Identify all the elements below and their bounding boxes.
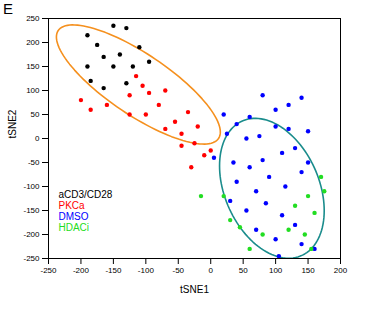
svg-text:200: 200 [26,38,40,47]
svg-text:-50: -50 [172,266,184,275]
svg-text:-250: -250 [23,254,40,263]
svg-text:150: 150 [301,266,315,275]
svg-text:100: 100 [269,266,283,275]
svg-text:PKCa: PKCa [59,200,86,211]
svg-text:aCD3/CD28: aCD3/CD28 [59,189,113,200]
svg-text:-100: -100 [23,182,40,191]
svg-text:-200: -200 [73,266,90,275]
svg-text:-150: -150 [105,266,122,275]
svg-text:-100: -100 [138,266,155,275]
html-text:E: E [3,0,13,17]
svg-text:tSNE2: tSNE2 [7,109,18,138]
svg-text:200: 200 [334,266,348,275]
svg-text:50: 50 [239,266,248,275]
svg-text:-50: -50 [28,158,40,167]
svg-text:250: 250 [26,14,40,23]
svg-text:-150: -150 [23,206,40,215]
svg-text:-200: -200 [23,230,40,239]
svg-text:HDACi: HDACi [59,222,90,233]
svg-text:150: 150 [26,62,40,71]
svg-text:0: 0 [208,266,213,275]
svg-text:0: 0 [35,134,40,143]
svg-text:DMSO: DMSO [59,211,89,222]
svg-text:-250: -250 [40,266,57,275]
svg-text:100: 100 [26,86,40,95]
svg-text:50: 50 [31,110,40,119]
svg-text:tSNE1: tSNE1 [180,284,209,295]
